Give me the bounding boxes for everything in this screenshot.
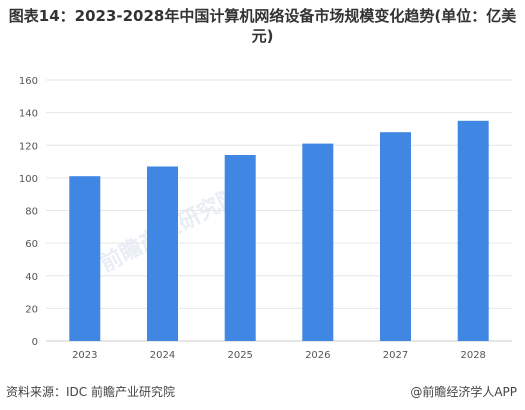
- x-tick-label: 2025: [227, 350, 252, 361]
- x-tick-label: 2023: [72, 350, 97, 361]
- x-axis-ticks: 2023 2024 2025 2026 2027 2028: [72, 350, 486, 361]
- source-note: 资料来源：IDC 前瞻产业研究院: [6, 385, 175, 399]
- y-tick-label: 60: [25, 239, 38, 250]
- x-tick-label: 2028: [460, 350, 485, 361]
- bar-2026: [302, 143, 334, 341]
- brand-credit: @前瞻经济学人APP: [410, 385, 517, 399]
- y-tick-label: 40: [25, 272, 38, 283]
- y-tick-label: 140: [19, 109, 38, 120]
- bar-2023: [69, 176, 101, 341]
- y-tick-label: 120: [19, 141, 38, 152]
- x-tick-label: 2024: [150, 350, 175, 361]
- grid-lines: [46, 79, 512, 342]
- y-tick-label: 20: [25, 304, 38, 315]
- x-tick-label: 2026: [305, 350, 330, 361]
- bars: [69, 120, 489, 341]
- bar-2028: [457, 120, 489, 341]
- y-axis-ticks: 0 20 40 60 80 100 120 140 160: [19, 76, 38, 348]
- bar-2024: [147, 166, 178, 341]
- chart-title: 图表14：2023-2028年中国计算机网络设备市场规模变化趋势(单位：亿美元): [8, 7, 517, 45]
- y-tick-label: 80: [25, 207, 38, 218]
- bar-2027: [380, 132, 411, 341]
- y-tick-label: 0: [32, 337, 38, 348]
- bar-2025: [224, 155, 256, 341]
- y-tick-label: 160: [19, 76, 38, 87]
- y-tick-label: 100: [19, 174, 38, 185]
- x-tick-label: 2027: [383, 350, 408, 361]
